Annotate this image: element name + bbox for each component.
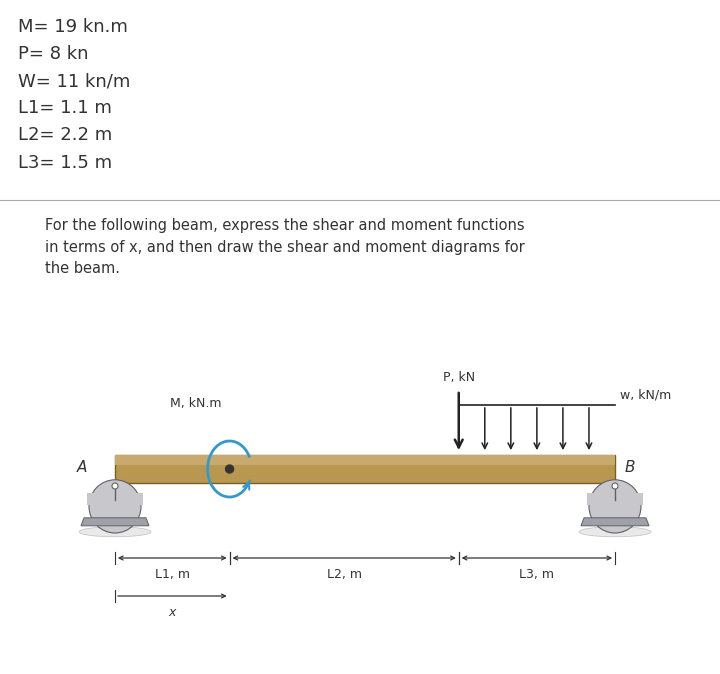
Polygon shape [587, 493, 643, 505]
Polygon shape [115, 455, 615, 465]
Text: P, kN: P, kN [443, 371, 474, 384]
Circle shape [112, 483, 118, 489]
Ellipse shape [589, 480, 641, 533]
Circle shape [612, 483, 618, 489]
Text: M, kN.m: M, kN.m [170, 397, 221, 410]
Text: A: A [76, 460, 87, 475]
Text: For the following beam, express the shear and moment functions
in terms of x, an: For the following beam, express the shea… [45, 218, 525, 276]
Polygon shape [81, 518, 149, 526]
Text: L3, m: L3, m [519, 568, 554, 581]
Text: L1, m: L1, m [155, 568, 190, 581]
Polygon shape [87, 493, 143, 505]
Polygon shape [581, 518, 649, 526]
Polygon shape [108, 483, 122, 495]
Ellipse shape [579, 527, 651, 537]
Polygon shape [608, 483, 622, 495]
Text: w, kN/m: w, kN/m [620, 388, 671, 401]
Text: M= 19 kn.m
P= 8 kn
W= 11 kn/m
L1= 1.1 m
L2= 2.2 m
L3= 1.5 m: M= 19 kn.m P= 8 kn W= 11 kn/m L1= 1.1 m … [18, 18, 130, 171]
Ellipse shape [89, 480, 141, 533]
Text: x: x [168, 606, 176, 619]
Circle shape [225, 465, 233, 473]
Text: B: B [625, 460, 636, 475]
Ellipse shape [79, 527, 151, 537]
Polygon shape [115, 455, 615, 483]
Text: L2, m: L2, m [327, 568, 361, 581]
